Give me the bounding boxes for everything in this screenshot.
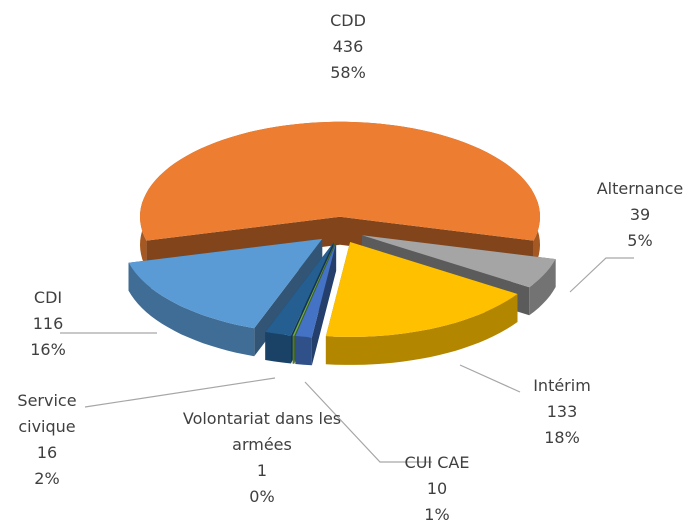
label-percent: 2%: [34, 469, 60, 488]
label-percent: 1%: [424, 505, 450, 524]
slice-wall: [529, 259, 556, 316]
slice-wall: [265, 332, 291, 364]
data-label: CDD 436 58%: [248, 8, 448, 86]
slice-wall: [128, 262, 255, 357]
label-category: Alternance: [596, 179, 684, 198]
leader-line: [569, 257, 634, 293]
label-category: Volontariat dans les armées: [182, 409, 342, 454]
data-label: CDI 116 16%: [8, 285, 88, 363]
label-value: 1: [256, 461, 268, 480]
slice-wall: [295, 336, 312, 366]
pie-slice: [325, 242, 518, 337]
leader-line: [84, 377, 276, 408]
leader-line: [459, 364, 521, 393]
pie-slice: [140, 121, 540, 241]
label-value: 16: [36, 443, 58, 462]
label-value: 39: [629, 205, 651, 224]
pie-slice: [292, 242, 335, 336]
pie-slice: [265, 242, 334, 336]
label-value: 116: [32, 314, 64, 333]
data-label: CUI CAE 10 1%: [382, 450, 492, 528]
label-percent: 18%: [544, 428, 580, 447]
pie-slice: [362, 235, 556, 288]
label-value: 436: [332, 37, 364, 56]
label-value: 133: [546, 402, 578, 421]
label-category: CUI CAE: [404, 453, 470, 472]
leader-lines: [60, 257, 634, 463]
label-percent: 5%: [627, 231, 653, 250]
data-label: Alternance 39 5%: [585, 176, 695, 254]
label-category: CDI: [33, 288, 63, 307]
data-label: Intérim 133 18%: [507, 373, 617, 451]
label-percent: 58%: [330, 63, 366, 82]
label-percent: 0%: [249, 487, 275, 506]
data-label: Volontariat dans les armées 1 0%: [177, 406, 347, 510]
slice-wall: [325, 294, 518, 365]
pie-slice: [295, 243, 337, 338]
label-category: CDD: [330, 11, 366, 30]
data-label: Service civique 16 2%: [7, 388, 87, 492]
slice-wall: [292, 335, 295, 364]
label-value: 10: [426, 479, 448, 498]
pie-slice: [128, 238, 323, 329]
leader-line: [304, 381, 432, 463]
label-category: Intérim: [533, 376, 591, 395]
label-percent: 16%: [30, 340, 66, 359]
label-category: Service civique: [17, 391, 77, 436]
